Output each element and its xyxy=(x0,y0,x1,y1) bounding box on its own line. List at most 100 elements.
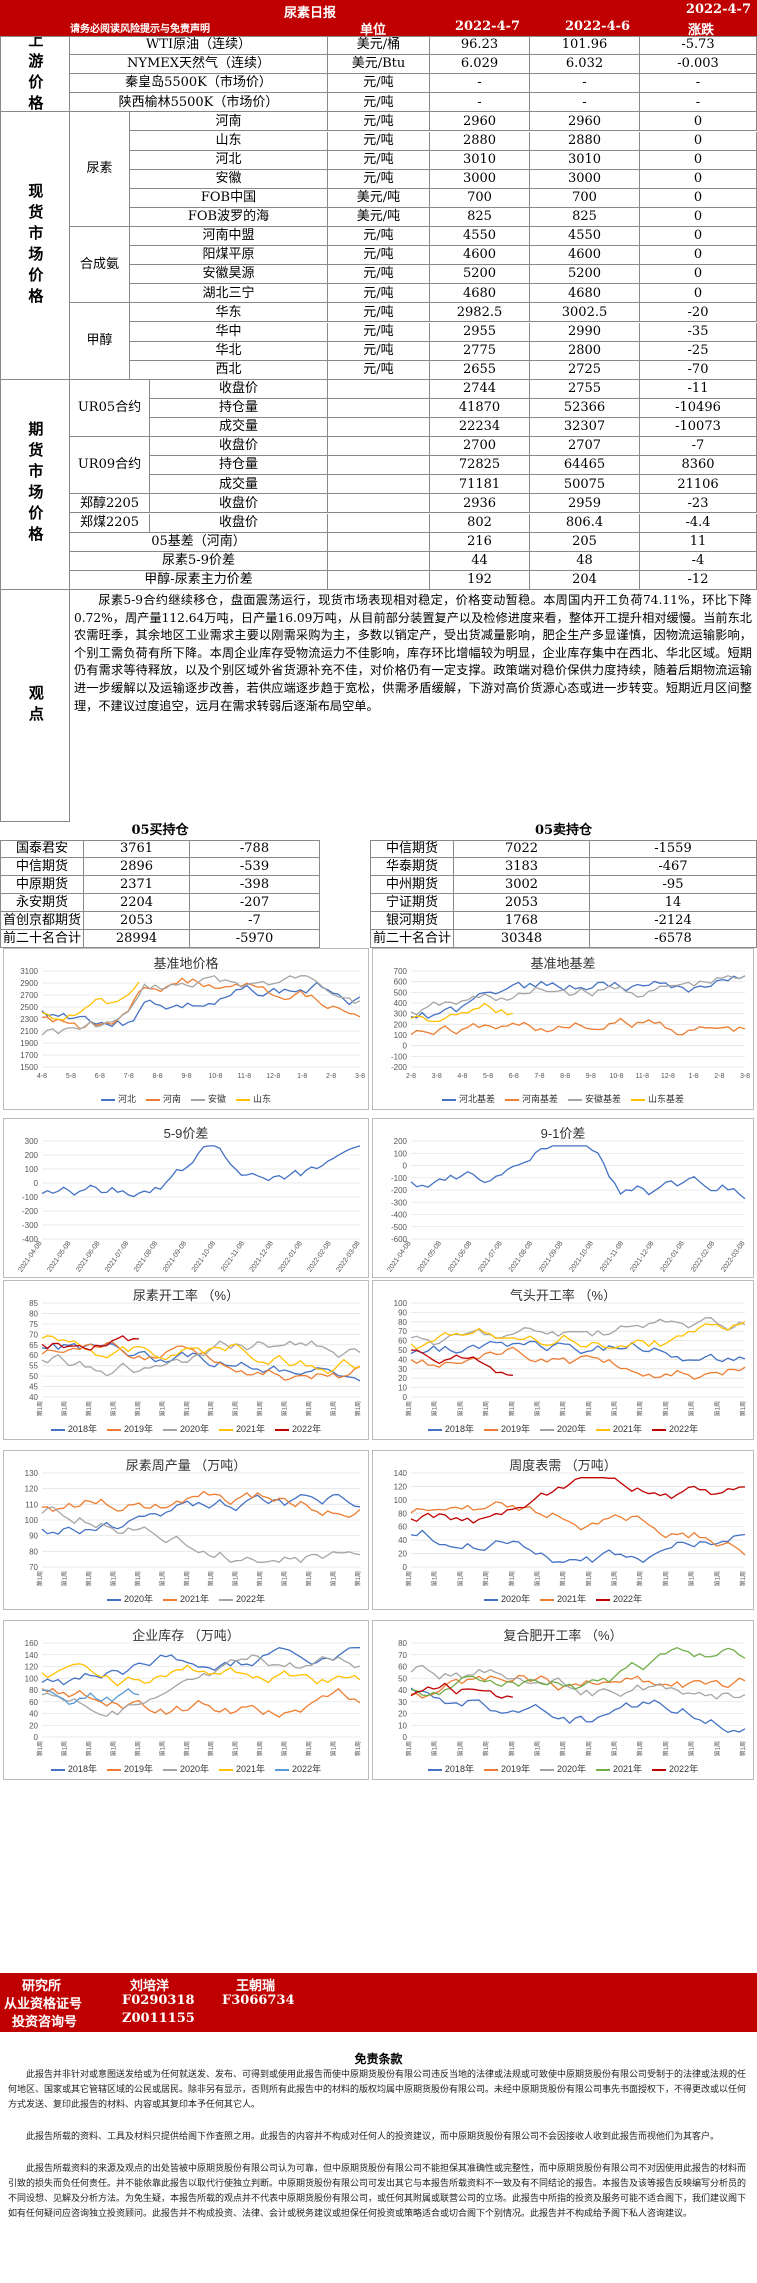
y-tick-label: 60 xyxy=(29,1698,38,1707)
legend-label: 2020年 xyxy=(500,1594,530,1604)
row-change: -20 xyxy=(640,303,757,323)
chart-c3: 5-9价差 300 200 100 0 -100 -200 -300 -400 2021-04-0… xyxy=(3,1118,369,1278)
legend-item: 安徽 xyxy=(191,1092,226,1105)
row-change: - xyxy=(640,74,757,94)
short-cell: 30348 xyxy=(454,930,590,948)
series-line xyxy=(410,1501,746,1556)
row-value-d1: 2700 xyxy=(430,437,530,457)
analyst-cert-1: F0290318 xyxy=(122,1993,195,2008)
row-change: -4.4 xyxy=(640,513,757,533)
x-tick-label: 8-8 xyxy=(560,1073,570,1080)
legend-label: 河南 xyxy=(162,1094,181,1104)
y-tick-label: 100 xyxy=(25,1165,39,1174)
legend-item: 2020年 xyxy=(162,1422,209,1435)
legend-item: 2018年 xyxy=(427,1422,474,1435)
chart-legend: 河北 河南 安徽 山东 xyxy=(4,1092,368,1105)
legend-item: 2019年 xyxy=(483,1762,530,1775)
y-tick-label: -200 xyxy=(391,1186,408,1195)
row-value-d2: 101.96 xyxy=(530,36,640,56)
legend-item: 2020年 xyxy=(162,1762,209,1775)
x-tick-label: 2021-11-08 xyxy=(599,1240,625,1273)
row-value-d2: 64465 xyxy=(530,456,640,476)
y-tick-label: 10 xyxy=(398,1721,407,1730)
row-value-d1: 4680 xyxy=(430,284,530,304)
x-tick-label: 2022-01-08 xyxy=(278,1240,304,1273)
y-tick-label: 2500 xyxy=(20,1003,38,1012)
x-tick-label: 第1周 xyxy=(36,1401,44,1416)
col-date2: 2022-4-6 xyxy=(565,19,631,34)
legend-item: 2021年 xyxy=(162,1592,209,1605)
chart-title: 基准地价格 xyxy=(153,956,219,971)
chart-legend: 2018年 2019年 2020年 2021年 2022年 xyxy=(373,1762,753,1775)
staff-label-1: 研究所 xyxy=(22,1979,62,1994)
row-change: -23 xyxy=(640,494,757,514)
x-tick-label: 第1周 xyxy=(662,1401,670,1416)
y-tick-label: 0 xyxy=(403,1042,408,1051)
x-tick-label: 第1周 xyxy=(36,1571,44,1586)
long-cell: -5970 xyxy=(190,930,320,948)
row-name: 河南 xyxy=(130,112,328,132)
chart-c8: 周度表需 （万吨） 140 120 100 80 60 40 20 0 第1周 第1周 第1周 第1周第… xyxy=(372,1450,754,1610)
x-tick-label: 第1周 xyxy=(305,1741,313,1756)
legend-item: 河南基差 xyxy=(504,1092,558,1105)
row-value-d2: 6.032 xyxy=(530,55,640,75)
row-change: 21106 xyxy=(640,475,757,495)
row-change: -11 xyxy=(640,379,757,399)
row-unit: 元/吨 xyxy=(328,131,430,151)
row-change: 0 xyxy=(640,188,757,208)
y-tick-label: -400 xyxy=(391,1211,408,1220)
x-tick-label: 第1周 xyxy=(232,1401,240,1416)
y-tick-label: 400 xyxy=(394,999,408,1008)
row-value-d2: 2755 xyxy=(530,379,640,399)
x-tick-label: 第1周 xyxy=(559,1741,567,1756)
series-line xyxy=(41,1506,361,1564)
staff-label-3: 投资咨询号 xyxy=(12,2015,78,2030)
row-value-d2: 2959 xyxy=(530,494,640,514)
x-tick-label: 第1周 xyxy=(456,1571,464,1586)
long-cell: 28994 xyxy=(84,930,190,948)
x-tick-label: 第1周 xyxy=(482,1741,490,1756)
legend-label: 河北基差 xyxy=(458,1094,495,1104)
x-tick-label: 第1周 xyxy=(85,1571,93,1586)
y-tick-label: 50 xyxy=(398,1674,407,1683)
y-tick-label: 300 xyxy=(25,1137,39,1146)
x-tick-label: 第1周 xyxy=(60,1741,68,1756)
long-cell: -398 xyxy=(190,876,320,894)
row-name: 收盘价 xyxy=(150,513,328,533)
x-tick-label: 11-8 xyxy=(238,1073,252,1080)
legend-label: 2021年 xyxy=(236,1424,266,1434)
row-value-d1: 5200 xyxy=(430,265,530,285)
row-value-d2: 3010 xyxy=(530,150,640,170)
x-tick-label: 9-8 xyxy=(181,1073,191,1080)
x-tick-label: 第1周 xyxy=(611,1401,619,1416)
y-tick-label: 0 xyxy=(403,1733,408,1742)
x-tick-label: 第1周 xyxy=(688,1571,696,1586)
short-cell: 3002 xyxy=(454,876,590,894)
chart-c10: 复合肥开工率 （%） 80 70 60 50 40 30 20 10 0 第1周 第1周 第1周 第1周第… xyxy=(372,1620,754,1780)
series-line xyxy=(41,1663,361,1687)
section-view: 观点 xyxy=(0,590,70,822)
series-line xyxy=(410,1682,514,1699)
x-tick-label: 第1周 xyxy=(405,1571,413,1586)
x-tick-label: 第1周 xyxy=(533,1401,541,1416)
x-tick-label: 第1周 xyxy=(713,1571,721,1586)
row-change: -10073 xyxy=(640,418,757,438)
y-tick-label: 2900 xyxy=(20,979,38,988)
short-cell: 宁证期货 xyxy=(370,894,454,912)
series-line xyxy=(42,977,361,1030)
long-cell: -788 xyxy=(190,840,320,858)
y-tick-label: 100 xyxy=(394,1031,408,1040)
row-value-d1: - xyxy=(430,93,530,113)
y-tick-label: 60 xyxy=(398,1337,407,1346)
legend-label: 2019年 xyxy=(123,1424,153,1434)
chart-title: 气头开工率 （%） xyxy=(509,1288,617,1303)
x-tick-label: 第1周 xyxy=(158,1401,166,1416)
series-line xyxy=(410,1646,746,1697)
row-change: -5.73 xyxy=(640,36,757,56)
y-tick-label: 50 xyxy=(398,1346,407,1355)
y-tick-label: 80 xyxy=(398,1318,407,1327)
y-tick-label: 20 xyxy=(398,1710,407,1719)
short-cell: 2053 xyxy=(454,894,590,912)
x-tick-label: 2-8 xyxy=(714,1073,724,1080)
series-line xyxy=(410,1340,746,1363)
